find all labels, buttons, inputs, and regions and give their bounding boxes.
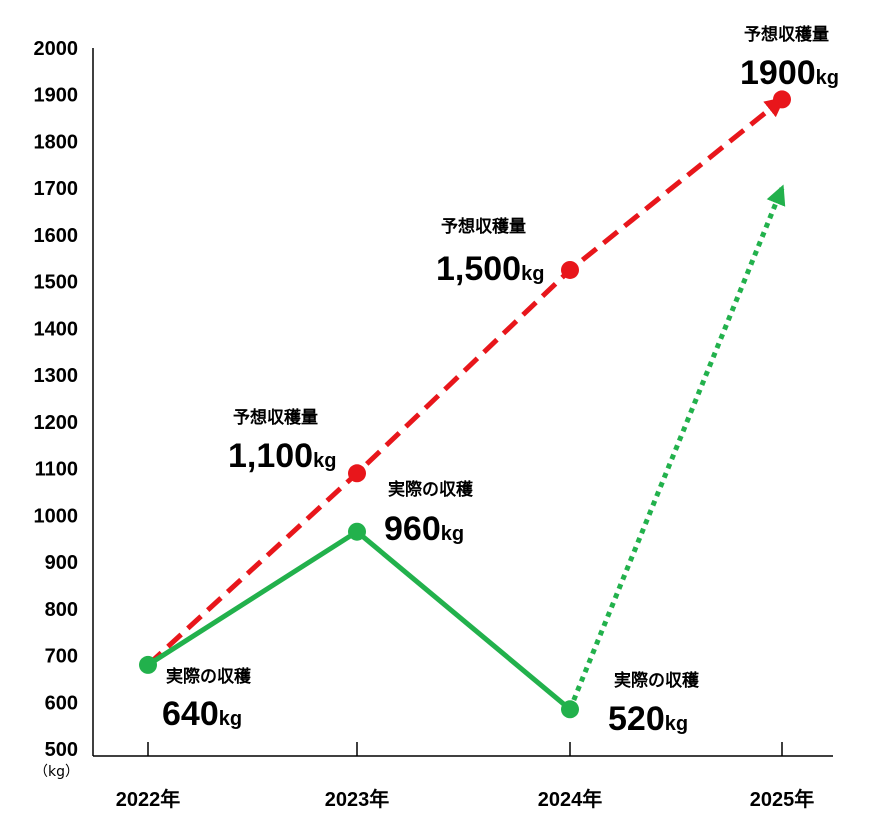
data-label-number: 1,100: [228, 437, 313, 475]
actual-point: [139, 655, 157, 674]
actual-series-line-2: [567, 184, 786, 711]
y-tick-label: 1000: [34, 505, 79, 527]
data-label-number: 1,500: [436, 250, 521, 288]
actual-point: [348, 522, 366, 541]
data-label-unit: kg: [219, 708, 242, 730]
data-label-title: 実際の収穫: [388, 479, 474, 500]
data-label-number: 1900: [740, 54, 816, 92]
y-tick-label: 1300: [34, 365, 79, 387]
data-label-number: 960: [384, 510, 441, 548]
data-label-value: 1,100kg: [228, 437, 336, 475]
data-label-title: 実際の収穫: [166, 666, 252, 687]
actual-data-label: 実際の収穫 960kg: [384, 479, 474, 548]
y-tick-label: 1400: [34, 318, 79, 340]
y-tick-label: 1800: [34, 131, 79, 153]
data-label-value: 640kg: [162, 695, 242, 733]
x-tick-label: 2025年: [750, 787, 815, 811]
x-tick-label: 2022年: [116, 787, 181, 811]
y-tick-label: 900: [45, 552, 78, 574]
data-label-value: 960kg: [384, 510, 464, 548]
data-label-unit: kg: [441, 523, 464, 545]
data-labels: 予想収穫量1,100kg予想収穫量1,500kg予想収穫量1900kg実際の収穫…: [162, 24, 839, 738]
forecast-point: [561, 260, 579, 279]
y-unit-label: （kg）: [34, 764, 79, 780]
actual-point: [561, 700, 579, 719]
y-tick-label: 1600: [34, 225, 79, 247]
y-tick-label: 1900: [34, 85, 79, 107]
x-tick-label: 2024年: [538, 787, 603, 811]
data-label-unit: kg: [521, 263, 544, 285]
axes: 500 600 700 800 900 1000 1100 1200 1300 1400 1500 1…: [34, 38, 833, 811]
y-tick-label: 600: [45, 692, 78, 714]
data-label-value: 520kg: [608, 700, 688, 738]
forecast-point: [348, 464, 366, 483]
y-tick-label: 700: [45, 646, 78, 668]
y-tick-label: 1700: [34, 178, 79, 200]
data-label-title: 予想収穫量: [744, 24, 829, 45]
y-tick-label: 2000: [34, 38, 79, 60]
forecast-data-label: 予想収穫量 1,500kg: [436, 216, 544, 288]
actual-data-label: 実際の収穫 640kg: [162, 666, 252, 733]
data-label-unit: kg: [665, 713, 688, 735]
y-tick-label: 500: [45, 739, 78, 761]
actual-data-label: 実際の収穫 520kg: [608, 670, 700, 738]
y-tick-label: 1100: [35, 459, 78, 481]
data-label-value: 1900kg: [740, 54, 839, 92]
series-layer: [139, 90, 791, 719]
forecast-point: [773, 90, 791, 109]
x-tick-label: 2023年: [325, 787, 390, 811]
data-label-number: 520: [608, 700, 665, 738]
data-label-value: 1,500kg: [436, 250, 544, 288]
y-tick-label: 800: [45, 599, 78, 621]
y-tick-label: 1500: [34, 272, 79, 294]
data-label-title: 予想収穫量: [441, 216, 526, 237]
data-label-unit: kg: [816, 67, 839, 89]
data-label-title: 実際の収穫: [614, 670, 700, 691]
forecast-data-label: 予想収穫量 1900kg: [740, 24, 839, 92]
forecast-series-line-0: [146, 96, 786, 667]
data-label-number: 640: [162, 695, 219, 733]
forecast-data-label: 予想収穫量 1,100kg: [228, 407, 336, 475]
data-label-unit: kg: [313, 450, 336, 472]
y-tick-label: 1200: [34, 412, 79, 434]
data-label-title: 予想収穫量: [233, 407, 318, 428]
